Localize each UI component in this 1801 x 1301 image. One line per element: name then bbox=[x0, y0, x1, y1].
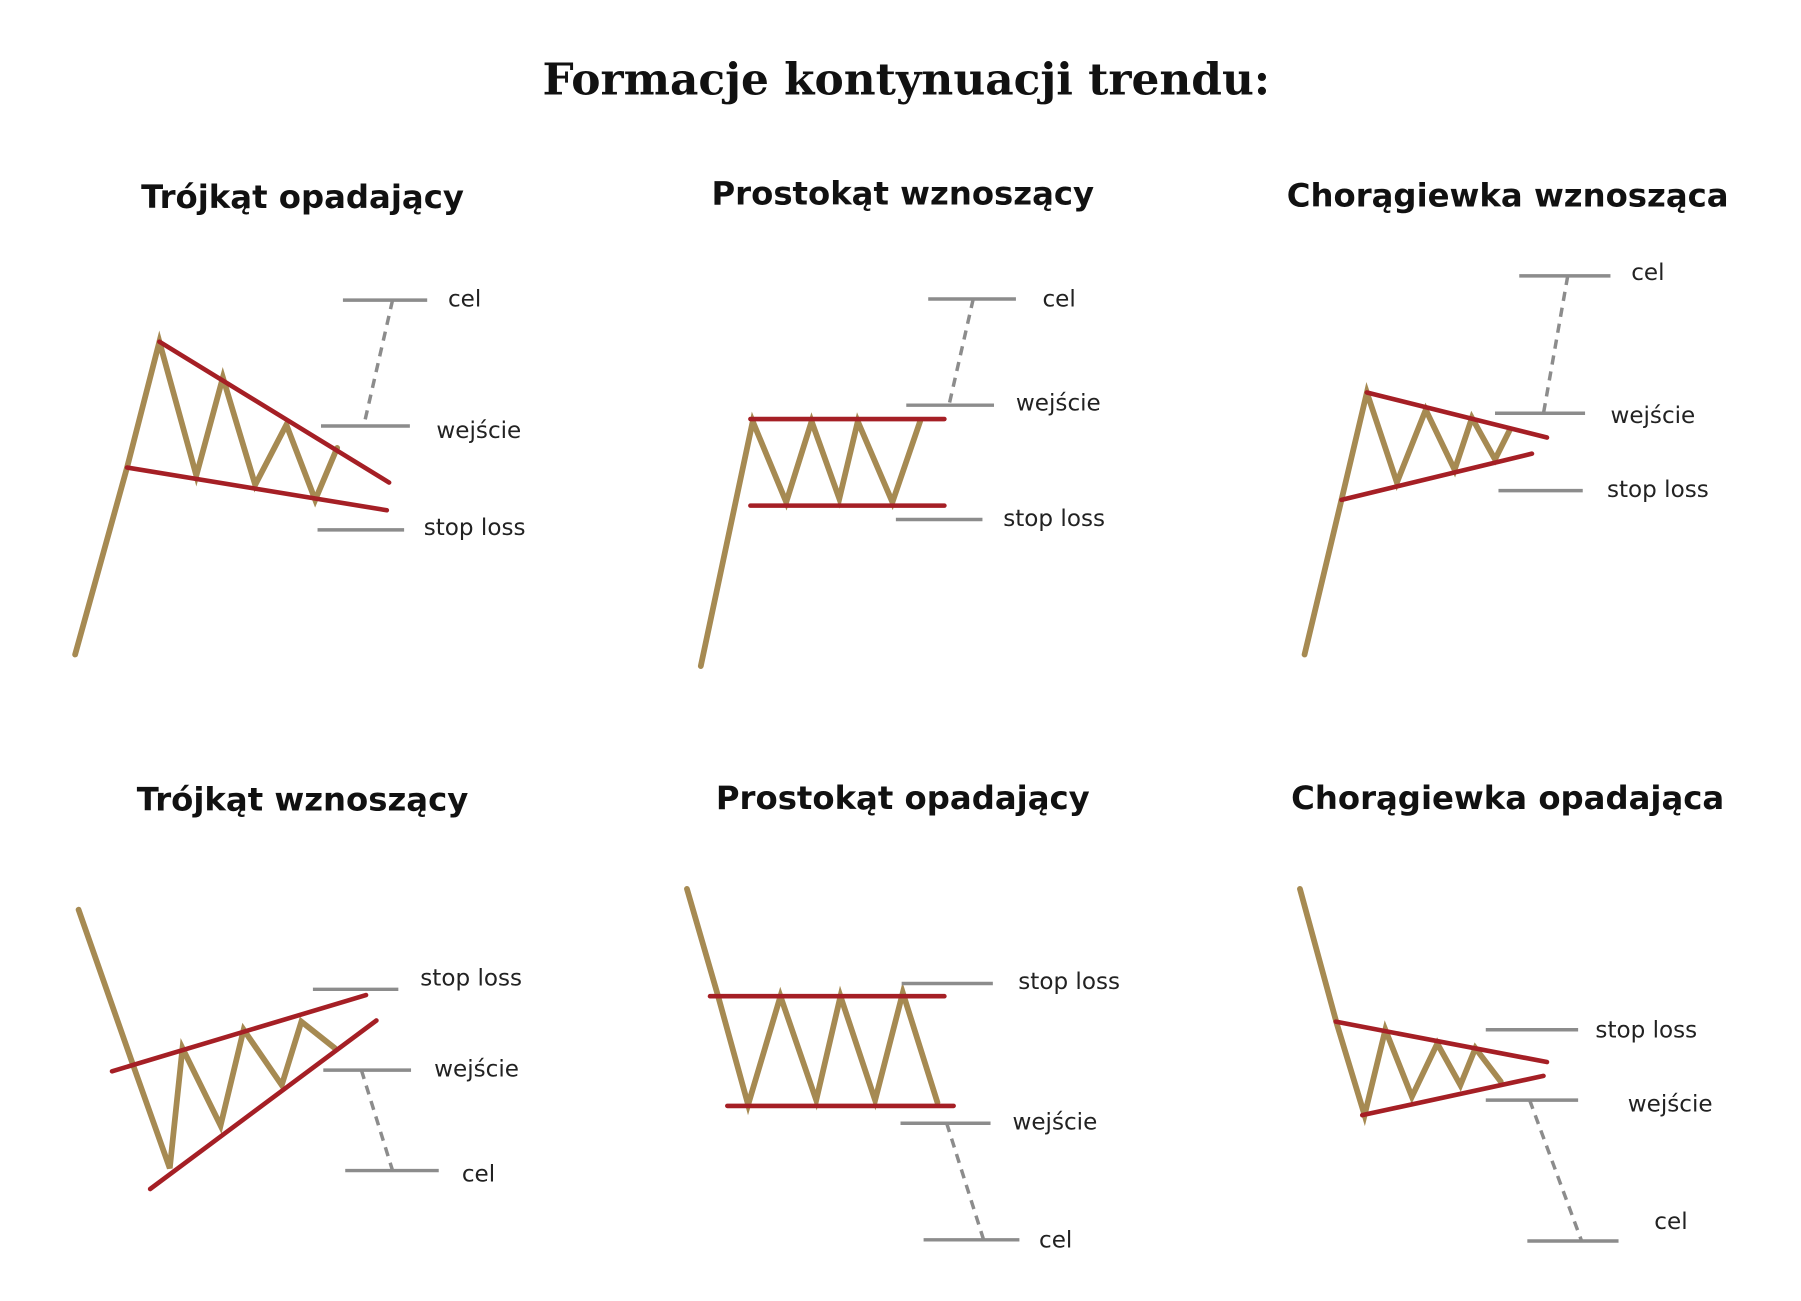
price-path bbox=[684, 885, 941, 1116]
projection bbox=[1541, 275, 1570, 414]
stop-level-label: stop loss bbox=[424, 515, 526, 541]
projection bbox=[945, 1122, 986, 1241]
trend-line bbox=[109, 992, 369, 1074]
trend-line bbox=[1339, 451, 1535, 503]
panel-title: Trójkąt opadający bbox=[141, 178, 464, 216]
price-path bbox=[1301, 381, 1513, 658]
stop-level-label: stop loss bbox=[1607, 477, 1709, 503]
trend-line bbox=[157, 339, 392, 485]
target-level-label: cel bbox=[1039, 1227, 1072, 1253]
stop-level-label: stop loss bbox=[1003, 506, 1105, 532]
entry-level-label: wejście bbox=[1610, 403, 1695, 429]
main-title: Formacje kontynuacji trendu: bbox=[542, 55, 1270, 106]
price-path bbox=[75, 906, 338, 1170]
panel-title: Prostokąt wznoszący bbox=[712, 174, 1095, 212]
target-level-label: cel bbox=[462, 1162, 495, 1188]
projection bbox=[362, 299, 395, 427]
trend-line bbox=[147, 1018, 379, 1192]
stop-level-label: stop loss bbox=[1018, 969, 1120, 995]
target-level-label: cel bbox=[448, 287, 481, 313]
trend-line bbox=[1359, 1073, 1546, 1118]
trend-line bbox=[1364, 390, 1550, 440]
panel-title: Prostokąt opadający bbox=[716, 779, 1090, 817]
target-level-label: cel bbox=[1042, 287, 1075, 313]
projection bbox=[359, 1069, 395, 1172]
panel-title: Trójkąt wznoszący bbox=[137, 780, 469, 818]
stop-level-label: stop loss bbox=[1595, 1017, 1697, 1043]
entry-level-label: wejście bbox=[1016, 391, 1101, 417]
entry-level-label: wejście bbox=[1628, 1091, 1713, 1117]
entry-level-label: wejście bbox=[1012, 1110, 1097, 1136]
trend-line bbox=[1333, 1019, 1550, 1065]
price-path bbox=[1297, 885, 1504, 1127]
projection bbox=[1528, 1099, 1584, 1242]
panel-title: Chorągiewka opadająca bbox=[1291, 779, 1724, 817]
target-level-label: cel bbox=[1654, 1209, 1687, 1235]
target-level-label: cel bbox=[1631, 260, 1664, 286]
price-path bbox=[697, 411, 924, 669]
price-path bbox=[72, 330, 341, 658]
trend-line bbox=[124, 465, 390, 513]
stop-level-label: stop loss bbox=[420, 965, 522, 991]
entry-level-label: wejście bbox=[436, 418, 521, 444]
projection bbox=[947, 298, 975, 406]
panel-title: Chorągiewka wznosząca bbox=[1287, 177, 1729, 215]
entry-level-label: wejście bbox=[434, 1057, 519, 1083]
